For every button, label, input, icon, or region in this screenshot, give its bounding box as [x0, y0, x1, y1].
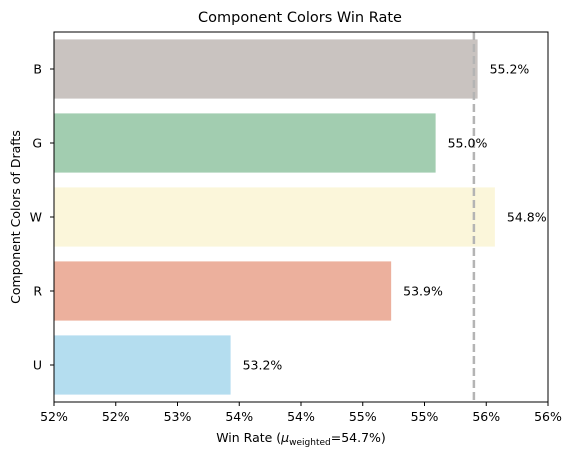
data-label-R: 53.9%: [403, 284, 443, 299]
data-label-B: 55.2%: [490, 62, 530, 77]
x-tick-label-3: 54%: [225, 409, 253, 424]
bars-group: [54, 39, 495, 395]
x-tick-label-5: 55%: [349, 409, 377, 424]
data-label-W: 54.8%: [507, 210, 547, 225]
x-tick-label-2: 53%: [164, 409, 192, 424]
x-tick-label-7: 56%: [472, 409, 500, 424]
data-label-G: 55.0%: [448, 136, 488, 151]
x-tick-label-8: 56%: [534, 409, 562, 424]
x-tick-label-0: 52%: [40, 409, 68, 424]
bar-B: [54, 39, 478, 99]
data-label-U: 53.2%: [243, 358, 283, 373]
x-tick-label-4: 54%: [287, 409, 315, 424]
y-tick-label-R: R: [33, 284, 42, 299]
x-axis-label: Win Rate (μweighted=54.7%): [216, 430, 386, 448]
x-axis-label-prefix: Win Rate (: [216, 430, 281, 445]
bar-U: [54, 335, 231, 395]
y-tick-label-B: B: [33, 62, 42, 77]
y-tick-label-U: U: [33, 358, 42, 373]
x-axis-label-suffix: =54.7%): [331, 430, 386, 445]
bar-G: [54, 113, 436, 173]
bar-R: [54, 261, 392, 321]
x-tick-label-6: 55%: [411, 409, 439, 424]
x-tick-label-1: 52%: [102, 409, 130, 424]
data-labels-group: 55.2% 55.0% 54.8% 53.9% 53.2%: [243, 62, 547, 373]
y-tick-label-G: G: [32, 136, 42, 151]
y-axis-label: Component Colors of Drafts: [8, 130, 23, 304]
chart-title: Component Colors Win Rate: [198, 10, 402, 26]
x-axis-label-mu: μ: [280, 430, 289, 445]
y-tick-label-W: W: [30, 210, 42, 225]
x-axis-ticks: 52% 52% 53% 54% 54% 55% 55% 56% 56%: [40, 402, 562, 424]
x-axis-label-subscript: weighted: [289, 438, 331, 448]
y-axis-ticks: B G W R U: [30, 62, 54, 373]
bar-W: [54, 187, 495, 247]
